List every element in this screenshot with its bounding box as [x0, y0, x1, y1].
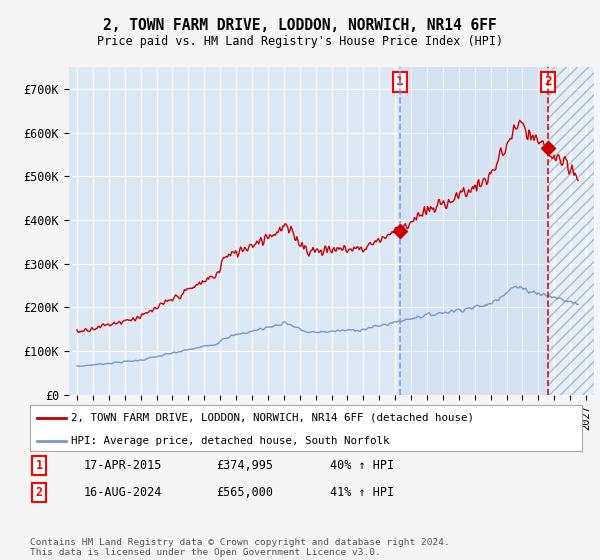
Text: 2, TOWN FARM DRIVE, LODDON, NORWICH, NR14 6FF: 2, TOWN FARM DRIVE, LODDON, NORWICH, NR1…	[103, 18, 497, 32]
Text: 40% ↑ HPI: 40% ↑ HPI	[330, 459, 394, 473]
Text: £374,995: £374,995	[216, 459, 273, 473]
Text: 2: 2	[544, 76, 552, 88]
Bar	[548, 67, 594, 395]
Bar	[400, 67, 548, 395]
Text: HPI: Average price, detached house, South Norfolk: HPI: Average price, detached house, Sout…	[71, 436, 390, 446]
Text: 17-APR-2015: 17-APR-2015	[84, 459, 163, 473]
Text: 2: 2	[35, 486, 43, 500]
Bar	[548, 67, 594, 395]
Text: 1: 1	[396, 76, 404, 88]
Text: 2, TOWN FARM DRIVE, LODDON, NORWICH, NR14 6FF (detached house): 2, TOWN FARM DRIVE, LODDON, NORWICH, NR1…	[71, 413, 475, 423]
Text: Contains HM Land Registry data © Crown copyright and database right 2024.
This d: Contains HM Land Registry data © Crown c…	[30, 538, 450, 557]
Text: 41% ↑ HPI: 41% ↑ HPI	[330, 486, 394, 500]
Text: 16-AUG-2024: 16-AUG-2024	[84, 486, 163, 500]
Text: Price paid vs. HM Land Registry's House Price Index (HPI): Price paid vs. HM Land Registry's House …	[97, 35, 503, 49]
Text: £565,000: £565,000	[216, 486, 273, 500]
Text: 1: 1	[35, 459, 43, 473]
